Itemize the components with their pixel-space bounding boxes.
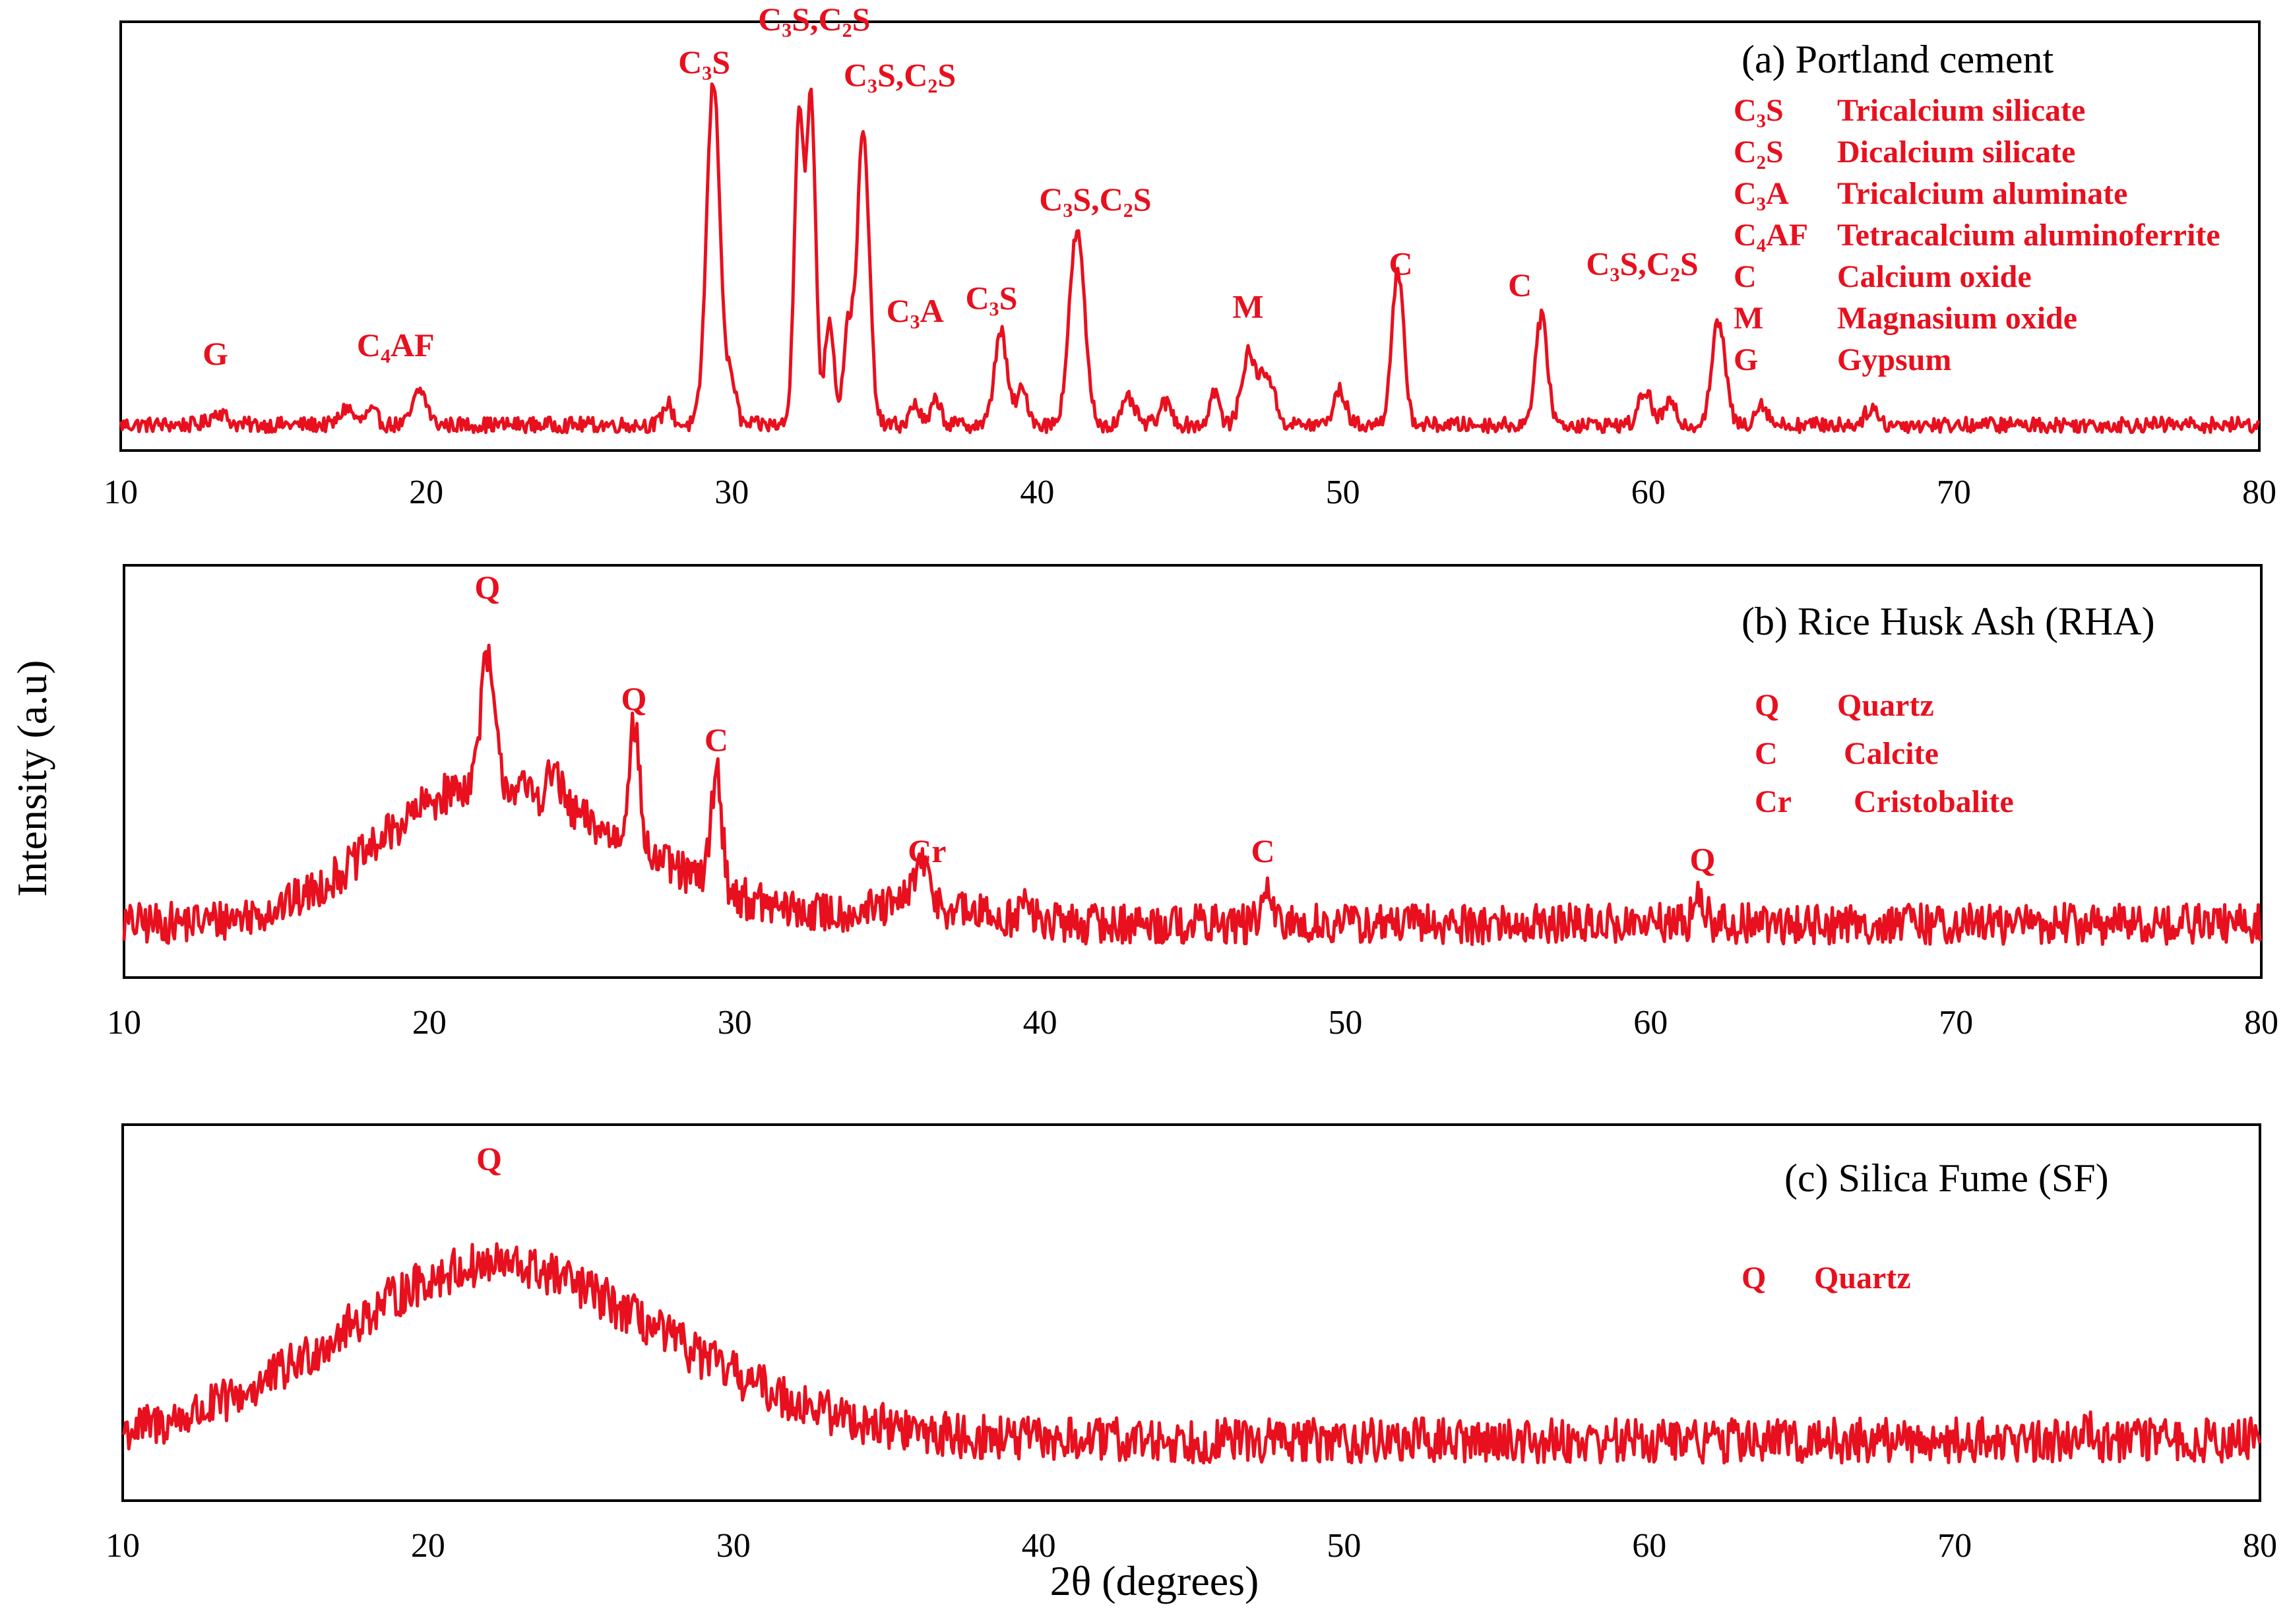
peak-label: Q <box>1690 841 1716 878</box>
peak-label: C₄AF <box>357 327 435 363</box>
x-tick-label: 80 <box>2242 474 2276 511</box>
peak-label: C <box>1251 832 1274 869</box>
panel-a-legend: C₃S Tricalcium silicate C₂S Dicalcium si… <box>1734 93 2220 377</box>
legend-a-name: Dicalcium silicate <box>1837 135 2075 170</box>
legend-b-symbol: Cr <box>1755 784 1792 819</box>
legend-a-name: Tetracalcium aluminoferrite <box>1837 218 2220 253</box>
legend-a-symbol: M <box>1734 301 1763 336</box>
x-tick-label: 60 <box>1633 1004 1668 1042</box>
peak-label: C <box>705 721 728 758</box>
xrd-trace-a <box>119 82 2261 435</box>
peak-label: C <box>1508 266 1532 303</box>
panel-c-plot: Q 10 20 30 40 50 60 70 80 <box>106 1140 2277 1565</box>
panel-a-title: (a) Portland cement <box>1741 38 2054 81</box>
legend-c-name: Quartz <box>1814 1261 1911 1296</box>
legend-a-symbol: C₃S <box>1734 93 1784 128</box>
x-tick-label: 30 <box>718 1004 752 1042</box>
x-tick-label: 50 <box>1327 1527 1361 1565</box>
xrd-trace-b <box>122 643 2263 947</box>
x-tick-label: 20 <box>409 474 443 511</box>
legend-a-name: Calcium oxide <box>1837 259 2032 294</box>
x-tick-label: 70 <box>1937 1527 1972 1565</box>
legend-b-symbol: C <box>1755 736 1778 771</box>
panel-b-title: (b) Rice Husk Ash (RHA) <box>1741 600 2155 643</box>
peak-label: Cr <box>908 832 946 869</box>
y-axis-title: Intensity (a.u) <box>9 660 55 897</box>
peak-label: C₃S,C₂S <box>1586 245 1698 282</box>
peak-label: C₃S,C₂S <box>1039 181 1151 218</box>
x-tick-label: 80 <box>2243 1527 2277 1565</box>
legend-a-symbol: C₃A <box>1734 176 1789 211</box>
x-tick-label: 70 <box>1939 1004 1973 1042</box>
legend-a-name: Tricalcium silicate <box>1837 93 2085 128</box>
peak-label: C₃S,C₂S <box>844 57 956 94</box>
peak-label: C₃S <box>678 44 730 80</box>
x-tick-label: 10 <box>107 1004 141 1042</box>
x-axis-title: 2θ (degrees) <box>1050 1557 1259 1604</box>
peak-label: C₃A <box>887 292 944 329</box>
x-tick-label: 20 <box>411 1527 445 1565</box>
panel-a-frame <box>119 20 2261 452</box>
x-tick-label: 40 <box>1020 474 1054 511</box>
legend-a-name: Tricalcium aluminate <box>1837 176 2127 211</box>
x-tick-label: 60 <box>1632 1527 1666 1565</box>
legend-c-symbol: Q <box>1741 1261 1766 1296</box>
legend-b-name: Cristobalite <box>1854 784 2014 819</box>
x-tick-label: 50 <box>1328 1004 1362 1042</box>
x-tick-label: 60 <box>1631 474 1666 511</box>
peak-label: Q <box>621 680 647 717</box>
peak-label: C₃S <box>966 280 1018 317</box>
peak-label: C <box>1389 245 1413 282</box>
x-tick-label: 50 <box>1326 474 1360 511</box>
legend-b-symbol: Q <box>1755 688 1779 723</box>
legend-a-name: Gypsum <box>1837 342 1951 377</box>
x-tick-label: 30 <box>714 474 749 511</box>
panel-b-legend: Q Quartz C Calcite Cr Cristobalite <box>1755 688 2014 819</box>
xrd-trace-c <box>121 1242 2262 1465</box>
x-tick-label: 10 <box>106 1527 140 1565</box>
peak-label: Q <box>474 569 500 606</box>
legend-b-name: Calcite <box>1844 736 1939 771</box>
x-tick-label: 20 <box>412 1004 447 1042</box>
panel-b-frame <box>123 564 2263 979</box>
legend-a-symbol: C <box>1734 259 1757 294</box>
peak-label: G <box>203 335 228 372</box>
legend-a-name: Magnasium oxide <box>1837 301 2077 336</box>
panel-c: Q 10 20 30 40 50 60 70 80 (c) Silica Fume (SF) Q… <box>106 1123 2277 1565</box>
x-tick-label: 40 <box>1023 1004 1057 1042</box>
legend-a-symbol: G <box>1734 342 1758 377</box>
peak-label: M <box>1232 288 1263 325</box>
x-tick-label: 40 <box>1022 1527 1056 1565</box>
panel-c-title: (c) Silica Fume (SF) <box>1784 1156 2109 1200</box>
peak-label: C₃S,C₂S <box>758 1 870 38</box>
legend-b-name: Quartz <box>1837 688 1934 723</box>
x-tick-label: 80 <box>2244 1004 2278 1042</box>
x-tick-label: 70 <box>1937 474 1971 511</box>
panel-c-legend: Q Quartz <box>1741 1261 1911 1296</box>
panel-c-frame <box>121 1123 2261 1502</box>
x-tick-label: 30 <box>716 1527 751 1565</box>
legend-a-symbol: C₂S <box>1734 135 1784 170</box>
legend-a-symbol: C₄AF <box>1734 218 1808 253</box>
x-tick-label: 10 <box>104 474 138 511</box>
peak-label: Q <box>476 1140 502 1177</box>
